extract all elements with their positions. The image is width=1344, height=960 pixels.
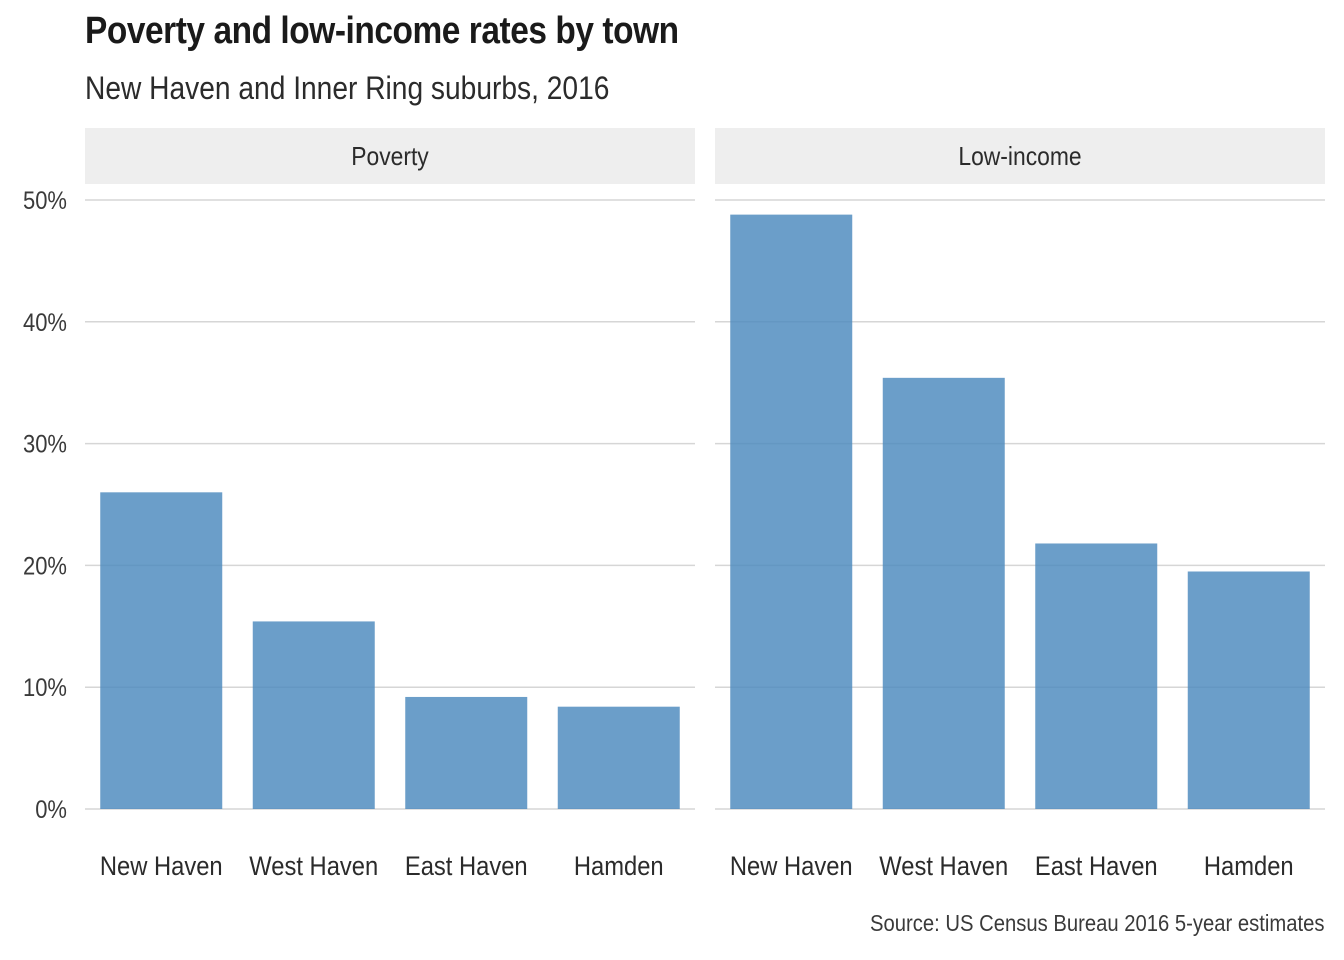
chart-title: Poverty and low-income rates by town — [85, 10, 679, 52]
x-tick-label: East Haven — [405, 852, 528, 882]
y-tick-label: 50% — [23, 187, 67, 215]
bar-hamden — [1187, 571, 1310, 809]
x-tick-label: Hamden — [574, 852, 664, 882]
y-tick-label: 0% — [35, 796, 67, 824]
bar-east-haven — [1035, 543, 1158, 809]
bar-hamden — [557, 706, 680, 809]
x-tick-label: West Haven — [249, 852, 378, 882]
facet-strip-label: Low-income — [958, 143, 1081, 172]
facet-strip-label: Poverty — [351, 143, 429, 172]
bar-west-haven — [882, 377, 1005, 809]
chart-subtitle: New Haven and Inner Ring suburbs, 2016 — [85, 70, 610, 106]
x-tick-label: Hamden — [1204, 852, 1294, 882]
facet-strip — [85, 128, 695, 184]
y-tick-label: 30% — [23, 430, 67, 458]
bar-new-haven — [730, 214, 853, 810]
x-tick-label: New Haven — [730, 852, 853, 882]
y-tick-label: 10% — [23, 674, 67, 702]
y-tick-label: 20% — [23, 552, 67, 580]
source-caption: Source: US Census Bureau 2016 5-year est… — [869, 910, 1324, 936]
x-tick-label: New Haven — [100, 852, 223, 882]
bar-east-haven — [405, 696, 528, 809]
bar-new-haven — [100, 492, 223, 809]
bar-west-haven — [252, 621, 375, 809]
y-tick-label: 40% — [23, 309, 67, 337]
x-tick-label: East Haven — [1035, 852, 1158, 882]
x-tick-label: West Haven — [879, 852, 1008, 882]
facet-strip — [715, 128, 1325, 184]
